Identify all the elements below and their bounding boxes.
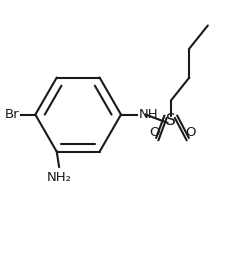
Text: S: S [166,113,176,128]
Text: Br: Br [5,108,19,121]
Text: O: O [149,126,160,139]
Text: O: O [185,126,196,139]
Text: NH₂: NH₂ [46,171,72,184]
Text: NH: NH [138,108,158,121]
